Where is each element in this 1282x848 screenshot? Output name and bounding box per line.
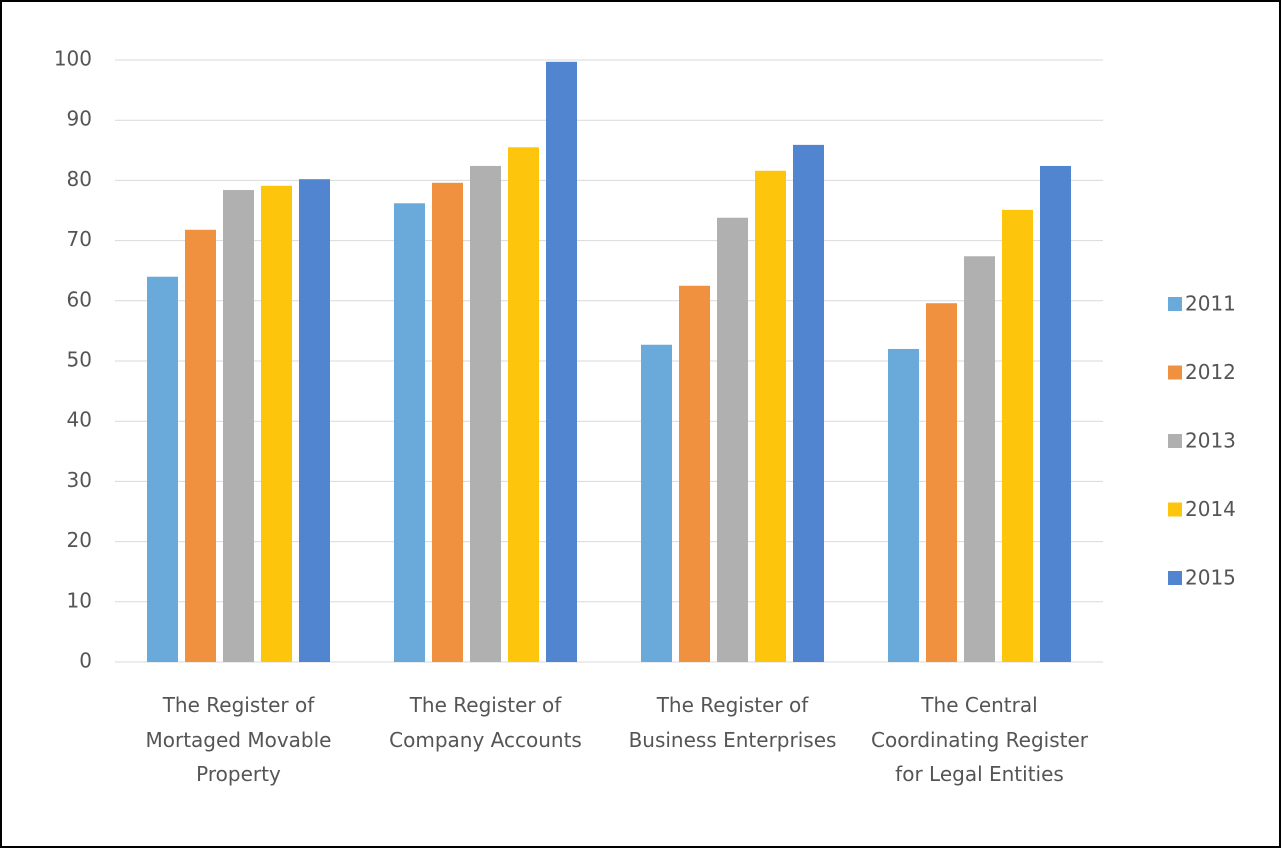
y-tick-label: 10 <box>67 588 92 612</box>
legend-label: 2013 <box>1185 429 1236 453</box>
bar <box>147 276 178 662</box>
y-tick-label: 0 <box>79 649 92 673</box>
y-tick-label: 40 <box>67 408 92 432</box>
bar <box>261 185 292 662</box>
x-tick-label: The Central Coordinating Register for Le… <box>871 693 1088 786</box>
bar <box>1002 209 1033 662</box>
y-tick-label: 90 <box>67 107 92 131</box>
bar <box>755 170 786 662</box>
legend-label: 2015 <box>1185 566 1236 590</box>
bar <box>679 285 710 662</box>
y-tick-label: 50 <box>67 348 92 372</box>
bar <box>717 217 748 662</box>
legend-swatch <box>1168 502 1182 517</box>
bar <box>964 256 995 662</box>
legend-swatch <box>1168 434 1182 448</box>
y-tick-label: 70 <box>67 227 92 251</box>
y-tick-label: 100 <box>54 47 92 71</box>
y-tick-label: 20 <box>67 528 92 552</box>
x-tick-label: The Register of Mortaged Movable Propert… <box>145 693 332 786</box>
legend-swatch <box>1168 571 1182 585</box>
legend-label: 2011 <box>1185 292 1236 316</box>
bar <box>470 165 501 662</box>
bar <box>926 303 957 662</box>
x-tick-label: The Register of Company Accounts <box>389 693 582 752</box>
y-tick-label: 60 <box>67 287 92 311</box>
bar <box>432 182 463 663</box>
bar <box>508 147 539 663</box>
legend-label: 2012 <box>1185 360 1236 384</box>
bar <box>546 61 577 662</box>
y-tick-label: 80 <box>67 167 92 191</box>
legend-swatch <box>1168 365 1182 380</box>
bar <box>641 344 672 662</box>
bar <box>223 190 254 663</box>
y-tick-label: 30 <box>67 468 92 492</box>
bar <box>1040 165 1071 662</box>
bar <box>888 348 919 662</box>
legend-label: 2014 <box>1185 497 1236 521</box>
bar <box>185 229 216 662</box>
bar <box>793 144 824 662</box>
x-tick-label: The Register of Business Enterprises <box>628 693 837 752</box>
bar <box>299 179 330 663</box>
bar <box>394 203 425 662</box>
legend-swatch <box>1168 297 1182 311</box>
